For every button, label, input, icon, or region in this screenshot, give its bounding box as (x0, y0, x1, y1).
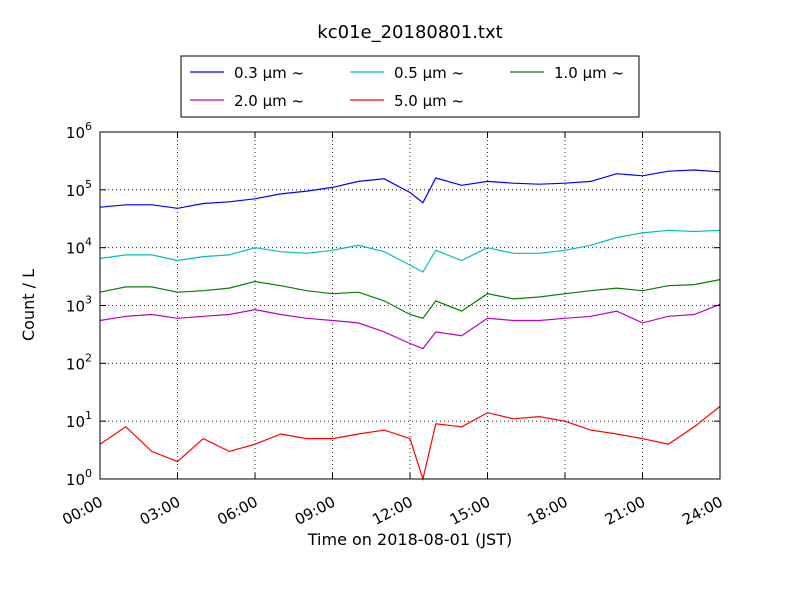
x-tick-labels: 00:00 03:00 06:00 09:00 12:00 15:00 18:00 21:00… (59, 493, 726, 529)
x-tick-label: 06:00 (214, 493, 261, 529)
x-tick-label: 00:00 (59, 493, 106, 529)
x-tick-label: 18:00 (524, 493, 571, 529)
x-tick-label: 12:00 (369, 493, 416, 529)
y-tick-label: 106 (66, 120, 92, 142)
legend-label: 0.3 µm ~ (234, 64, 304, 82)
y-tick-label: 104 (66, 236, 92, 258)
legend: 0.3 µm ~ 0.5 µm ~ 1.0 µm ~ 2.0 µm ~ 5.0 µm ~ (180, 55, 640, 118)
y-tick-labels: 100 101 102 103 104 105 106 (66, 120, 92, 489)
y-tick-label: 100 (66, 467, 92, 489)
series-line (99, 279, 721, 319)
x-tick-label: 21:00 (602, 493, 649, 529)
chart-title: kc01e_20180801.txt (317, 22, 502, 43)
grid-lines (100, 132, 720, 479)
y-axis-label: Count / L (19, 269, 38, 341)
y-tick-label: 101 (66, 409, 92, 431)
legend-box (180, 55, 640, 118)
x-tick-label: 09:00 (292, 493, 339, 529)
y-tick-label: 105 (66, 178, 92, 200)
x-tick-label: 03:00 (137, 493, 184, 529)
axis-ticks (99, 131, 721, 480)
legend-label: 1.0 µm ~ (554, 64, 624, 82)
y-tick-label: 103 (66, 294, 92, 316)
series-line (99, 169, 721, 209)
y-tick-label: 102 (66, 351, 92, 373)
legend-label: 0.5 µm ~ (394, 64, 464, 82)
series-line (99, 405, 721, 482)
legend-label: 2.0 µm ~ (234, 92, 304, 110)
x-tick-label: 15:00 (447, 493, 494, 529)
x-axis-label: Time on 2018-08-01 (JST) (307, 530, 512, 549)
series-line (99, 303, 721, 350)
series-line (99, 229, 721, 273)
legend-label: 5.0 µm ~ (394, 92, 464, 110)
series-lines (99, 169, 721, 482)
x-tick-label: 24:00 (679, 493, 726, 529)
